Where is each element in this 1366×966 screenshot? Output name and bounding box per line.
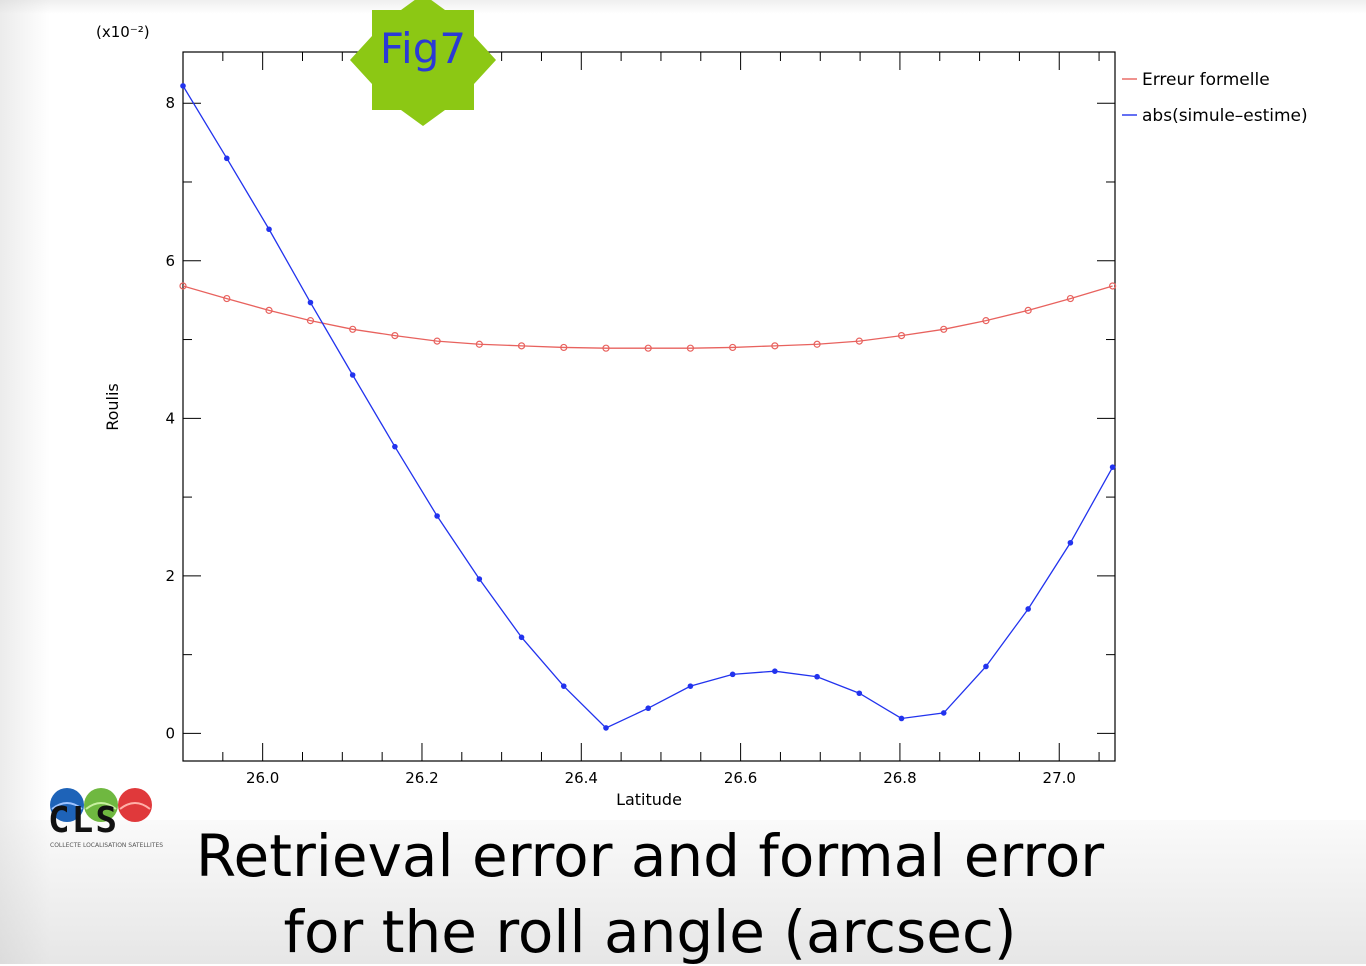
logo-wordmark: CLS <box>48 800 120 841</box>
data-point <box>306 317 315 325</box>
data-point <box>1024 306 1032 314</box>
data-point <box>983 663 989 670</box>
data-point <box>772 668 778 674</box>
x-tick-label: 26.6 <box>724 769 757 787</box>
data-point <box>560 683 567 689</box>
fig-badge-label: Fig7 <box>379 24 467 73</box>
data-point <box>982 317 990 325</box>
y-axis-multiplier: (x10⁻²) <box>96 23 150 41</box>
data-point <box>391 332 399 340</box>
data-point <box>223 294 231 303</box>
data-point <box>687 683 694 689</box>
data-point <box>224 155 230 162</box>
data-point <box>349 372 356 378</box>
data-point <box>940 325 948 333</box>
plot-frame <box>182 51 1116 762</box>
data-point <box>517 342 526 350</box>
fig-badge-star <box>350 0 496 126</box>
background-band <box>0 820 1366 964</box>
data-point <box>1109 464 1116 470</box>
series-line-1 <box>183 85 1114 729</box>
legend-entry: Erreur formelle <box>1142 70 1270 90</box>
data-point <box>729 671 736 678</box>
y-tick-label: 2 <box>165 567 175 585</box>
data-point <box>560 343 568 352</box>
data-point <box>265 306 273 314</box>
x-tick-label: 26.2 <box>405 769 438 787</box>
data-point <box>602 344 610 352</box>
data-point <box>266 226 272 233</box>
data-point <box>1109 282 1117 290</box>
data-point <box>856 690 863 697</box>
y-tick-label: 6 <box>165 252 175 270</box>
x-tick-label: 27.0 <box>1043 769 1076 787</box>
cls-logo-icon <box>50 788 152 822</box>
caption-line-1: Retrieval error and formal error <box>195 822 1105 890</box>
data-point <box>349 325 357 333</box>
x-axis-label: Latitude <box>616 790 682 809</box>
data-point <box>1066 294 1074 303</box>
data-point <box>644 344 652 352</box>
x-tick-label: 26.8 <box>883 769 916 787</box>
data-point <box>898 715 905 722</box>
data-point <box>180 83 186 89</box>
data-point <box>433 337 441 345</box>
y-tick-label: 0 <box>165 724 175 742</box>
data-point <box>855 337 863 345</box>
data-point <box>179 282 187 290</box>
data-point <box>307 299 314 306</box>
x-tick-label: 26.4 <box>565 769 598 787</box>
data-point <box>475 340 483 348</box>
data-point <box>645 705 652 712</box>
data-point <box>392 443 398 450</box>
logo-subtitle: COLLECTE LOCALISATION SATELLITES <box>50 842 164 849</box>
data-point <box>434 513 440 519</box>
y-tick-label: 4 <box>165 409 175 427</box>
data-point <box>897 332 906 340</box>
data-point <box>603 725 609 731</box>
y-tick-label: 8 <box>165 94 175 112</box>
data-point <box>940 710 947 716</box>
x-tick-label: 26.0 <box>246 769 279 787</box>
y-axis-label: Roulis <box>103 383 122 431</box>
data-point <box>814 673 820 680</box>
data-point <box>813 340 821 348</box>
series-line-0 <box>183 285 1113 349</box>
data-point <box>476 576 483 582</box>
data-point <box>729 343 737 352</box>
data-point <box>518 634 525 641</box>
caption-line-2: for the roll angle (arcsec) <box>283 898 1017 966</box>
data-point <box>771 342 779 350</box>
data-point <box>1025 606 1031 612</box>
legend-entry: abs(simule–estime) <box>1142 106 1308 126</box>
data-point <box>1067 539 1074 546</box>
data-point <box>686 344 695 352</box>
